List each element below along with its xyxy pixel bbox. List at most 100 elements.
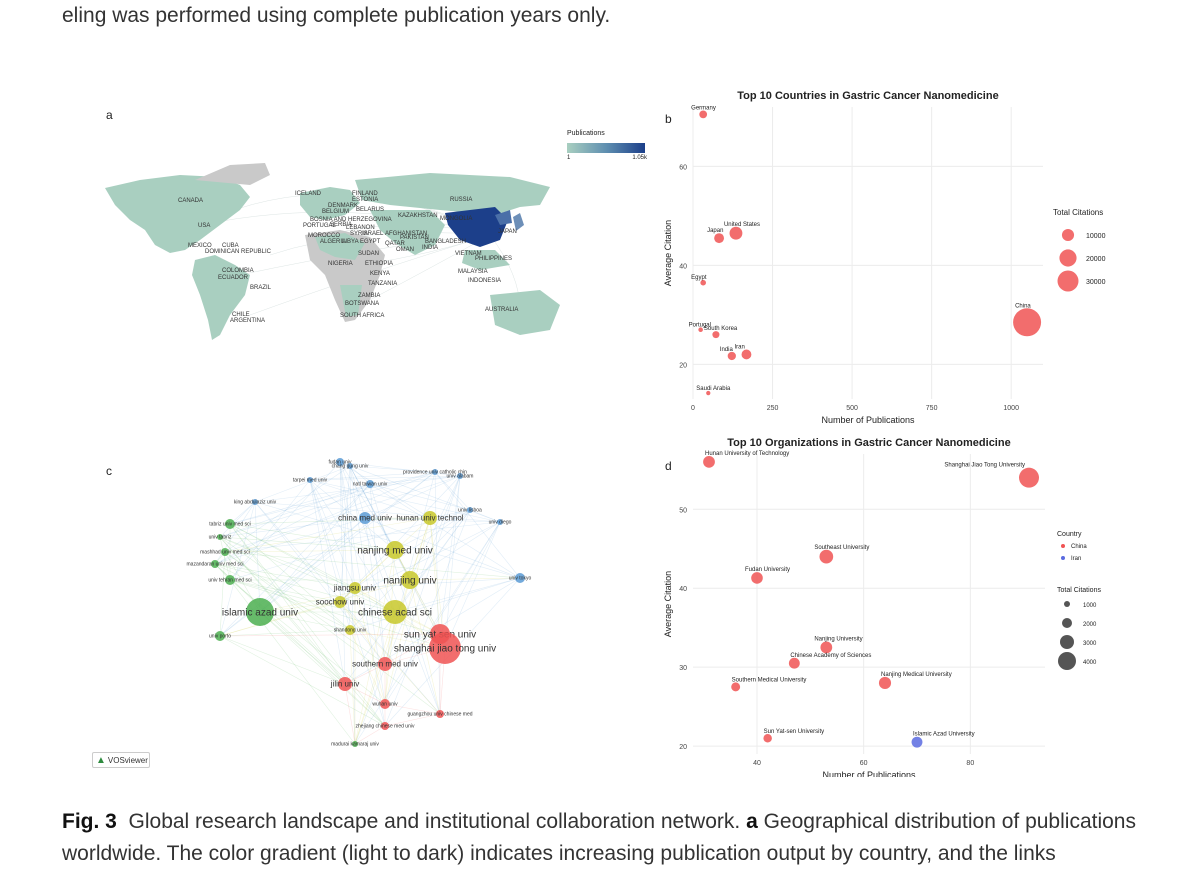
network-link: [429, 517, 441, 635]
southern-africa: [340, 285, 362, 317]
country-label: BELGIUM: [322, 209, 349, 215]
country-label: PHILIPPINES: [475, 256, 512, 262]
network-node-label: natl taiwan univ: [353, 482, 388, 488]
network-link: [229, 523, 396, 551]
europe: [300, 187, 360, 220]
network-node-label: jilin univ: [330, 680, 359, 689]
network-node-label: mashhad univ med sci: [200, 550, 250, 556]
network-link: [369, 475, 461, 485]
network-link: [219, 536, 356, 589]
country-label: ALGERIA: [320, 239, 346, 245]
data-point: [714, 233, 725, 244]
country-label: FINLAND: [352, 191, 378, 197]
network-link: [259, 483, 371, 613]
country-label: BRAZIL: [250, 285, 272, 291]
southeast-asia: [462, 250, 510, 270]
network-link: [339, 461, 346, 685]
network-link: [229, 471, 436, 525]
country-label: MOROCCO: [308, 233, 340, 239]
network-node: [432, 469, 438, 475]
country-label: KAZAKHSTAN: [398, 213, 438, 219]
network-link: [364, 475, 461, 519]
network-link: [224, 475, 461, 553]
country-label: KENYA: [370, 271, 390, 277]
network-link: [309, 471, 436, 481]
network-link: [394, 549, 441, 635]
country-label: SERBIA: [330, 222, 352, 228]
network-node: [215, 631, 225, 641]
country-label: INDONESIA: [468, 278, 501, 284]
network-link: [369, 483, 521, 579]
network-link: [214, 471, 436, 565]
network-node: [225, 575, 235, 585]
network-link: [349, 465, 356, 745]
network-link: [254, 475, 461, 503]
network-node-label: shanghai jiao tong univ: [394, 643, 496, 654]
network-link: [219, 483, 371, 538]
network-node: [345, 625, 355, 635]
country-label: ECUADOR: [218, 275, 249, 281]
network-node-label: univ alabam: [447, 474, 474, 480]
japan: [513, 213, 524, 231]
network-link: [339, 601, 441, 715]
network-link: [309, 479, 386, 727]
map-legend-min: 1: [567, 155, 571, 161]
color-legend-label: Iran: [1071, 556, 1081, 562]
network-link: [229, 523, 346, 685]
network-node: [366, 480, 374, 488]
network-link: [354, 611, 396, 745]
country-label: ARGENTINA: [230, 318, 265, 324]
network-link: [219, 536, 396, 551]
country-label: SOUTH AFRICA: [340, 313, 384, 319]
network-link: [229, 579, 441, 635]
network-node-label: univ diego: [489, 520, 512, 526]
network-link: [384, 471, 436, 665]
world-map: ICELAND FINLAND ESTONIA RUSSIA CANADA DE…: [100, 125, 570, 350]
x-tick-label: 500: [846, 405, 858, 412]
data-point: [788, 657, 800, 669]
network-node: [225, 519, 235, 529]
network-link: [349, 629, 446, 649]
network-link: [219, 536, 351, 631]
network-link: [339, 461, 396, 613]
network-link: [349, 465, 371, 485]
network-node-label: univ tokyo: [509, 576, 532, 582]
network-link: [339, 461, 351, 631]
network-link: [229, 501, 256, 525]
point-label: Nanjing Medical University: [881, 672, 952, 678]
country-label: BOSNIA AND HERZEGOVINA: [310, 217, 392, 223]
network-link: [229, 523, 396, 613]
network-node: [380, 699, 390, 709]
country-label: AFGHANISTAN: [385, 231, 427, 237]
data-point: [706, 390, 711, 396]
network-link: [339, 461, 461, 477]
color-legend-swatch: [1061, 544, 1065, 548]
color-legend-title: Country: [1057, 531, 1082, 538]
network-link: [229, 523, 356, 589]
network-link: [369, 483, 471, 511]
point-label: Portugal: [689, 322, 711, 328]
network-link: [344, 663, 386, 685]
network-node: [211, 560, 219, 568]
size-legend-label: 10000: [1086, 233, 1106, 240]
network-node-label: nanjing med univ: [357, 545, 433, 556]
country-label: AUSTRALIA: [485, 307, 518, 313]
network-link: [254, 501, 261, 613]
network-node-label: islamic azad univ: [222, 607, 298, 618]
network-link: [349, 629, 386, 705]
network-link: [259, 611, 351, 631]
point-label: Sun Yat-sen University: [764, 729, 824, 735]
map-legend-gradient: [567, 143, 645, 153]
network-link: [219, 635, 386, 727]
network-link: [354, 517, 431, 745]
network-link: [339, 461, 431, 519]
network-link: [219, 629, 351, 637]
country-label: BELARUS: [356, 207, 384, 213]
color-legend-swatch: [1061, 556, 1065, 560]
russia: [355, 173, 550, 215]
y-tick-label: 20: [679, 362, 687, 369]
x-tick-label: 1000: [1003, 405, 1019, 412]
country-label: PAKISTAN: [400, 235, 429, 241]
network-link: [439, 521, 501, 635]
network-link: [394, 509, 471, 613]
